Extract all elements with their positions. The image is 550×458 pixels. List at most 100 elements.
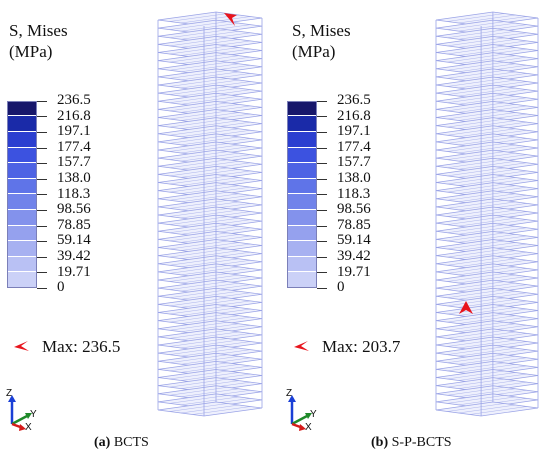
legend-value-label: 59.14 — [337, 232, 371, 249]
slab-grid-line — [458, 396, 516, 406]
legend-value-label: 216.8 — [57, 107, 91, 124]
slab-grid-line — [180, 291, 240, 300]
slab-grid-line — [169, 45, 228, 55]
slab-grid-line — [169, 322, 228, 331]
legend-tick — [317, 210, 327, 211]
slab-grid-line — [447, 167, 505, 177]
slab-grid-line — [458, 128, 516, 137]
slab-grid-line — [180, 274, 240, 284]
slab-grid-line — [169, 37, 228, 47]
slab-grid-line — [447, 305, 505, 315]
slab-grid-line — [180, 71, 240, 81]
axis-y-label: Y — [30, 409, 37, 420]
legend-value-label: 138.0 — [57, 170, 91, 186]
slab-grid-line — [169, 118, 228, 128]
legend-title-unit: (MPa) — [292, 42, 336, 61]
slab-grid-line — [447, 297, 505, 307]
legend-value-label: 0 — [57, 279, 65, 296]
legend-tick — [317, 256, 327, 258]
slab-grid-line — [180, 226, 240, 235]
slab-grid-line — [458, 372, 516, 381]
slab-grid-line — [458, 71, 516, 81]
slab-grid-line — [180, 128, 240, 137]
slab-grid-line — [169, 167, 228, 177]
legend-tick — [317, 100, 327, 102]
legend-value-label: 236.5 — [57, 92, 91, 108]
slab-grid-line — [458, 55, 516, 64]
slab-grid-line — [180, 31, 240, 40]
slab-grid-line — [447, 289, 505, 298]
slab-grid-line — [169, 21, 228, 30]
slab-grid-line — [180, 22, 240, 32]
slab-grid-line — [169, 151, 228, 160]
max-value-label: Max: 203.7 — [322, 337, 401, 356]
slab-grid-line — [169, 403, 228, 412]
slab-grid-line — [447, 313, 505, 323]
legend-color-band — [287, 100, 317, 117]
slab-grid-line — [458, 258, 516, 267]
slab-grid-line — [458, 31, 516, 40]
legend-value-label: 118.3 — [337, 185, 371, 202]
slab-grid-line — [458, 339, 516, 349]
slab-grid-line — [169, 240, 228, 250]
slab-grid-line — [169, 143, 228, 152]
slab-grid-line — [447, 330, 505, 339]
legend-tick — [317, 178, 327, 180]
slab-grid-line — [180, 201, 240, 211]
axis-y-label: Y — [310, 409, 317, 420]
slab-grid-line — [447, 13, 505, 22]
slab-grid-line — [192, 406, 251, 415]
legend-frame — [287, 100, 317, 288]
legend-title-quantity: S, Mises — [9, 21, 68, 40]
legend-color-band — [7, 132, 37, 148]
legend-value-label: 98.56 — [57, 201, 91, 218]
figure-caption: (b) S-P-BCTS — [371, 435, 452, 451]
slab-grid-line — [169, 216, 228, 225]
slab-grid-line — [458, 193, 516, 202]
slab-grid-line — [458, 177, 516, 186]
slab-grid-line — [180, 299, 240, 308]
slab-grid-line — [447, 159, 505, 168]
slab-grid-line — [447, 354, 505, 363]
slab-grid-line — [447, 232, 505, 242]
slab-grid-line — [180, 79, 240, 89]
slab-grid-line — [447, 362, 505, 372]
slab-grid-line — [169, 297, 228, 307]
slab-grid-line — [180, 185, 240, 194]
slab-grid-line — [447, 322, 505, 331]
slab-grid-line — [169, 208, 228, 217]
slab-grid-line — [447, 78, 505, 87]
slab-grid-line — [447, 183, 505, 193]
slab-grid-line — [169, 370, 228, 380]
legend-tick — [317, 225, 327, 227]
slab-grid-line — [169, 338, 228, 347]
slab-grid-line — [458, 112, 516, 121]
legend-value-label: 177.4 — [337, 138, 371, 155]
axis-triad-icon: Z Y X — [283, 382, 323, 433]
slab-grid-line — [447, 102, 505, 112]
legend-color-band — [7, 178, 37, 195]
legend-color-band — [287, 194, 317, 210]
floor-slabs — [435, 11, 539, 417]
legend-value-label: 78.85 — [337, 216, 371, 233]
slab-grid-line — [447, 248, 505, 258]
slab-grid-line — [447, 257, 505, 266]
slab-grid-line — [447, 143, 505, 152]
slab-grid-line — [180, 347, 240, 357]
caption-letter: (b) — [371, 435, 389, 450]
slab-grid-line — [180, 242, 240, 251]
slab-grid-line — [169, 200, 228, 209]
legend-value-label: 39.42 — [57, 248, 91, 264]
legend-tick — [37, 241, 47, 243]
legend-value-label: 216.8 — [337, 107, 371, 124]
slab-grid-line — [458, 39, 516, 48]
slab-grid-line — [169, 78, 228, 87]
slab-grid-line — [169, 62, 228, 71]
legend-tick — [37, 178, 47, 180]
legend-value-label: 236.5 — [337, 92, 371, 108]
slab-grid-line — [458, 63, 516, 72]
slab-grid-line — [447, 216, 505, 225]
slab-grid-line — [458, 234, 516, 243]
stress-contour-model — [435, 11, 539, 417]
axis-z-label: Z — [286, 388, 292, 399]
